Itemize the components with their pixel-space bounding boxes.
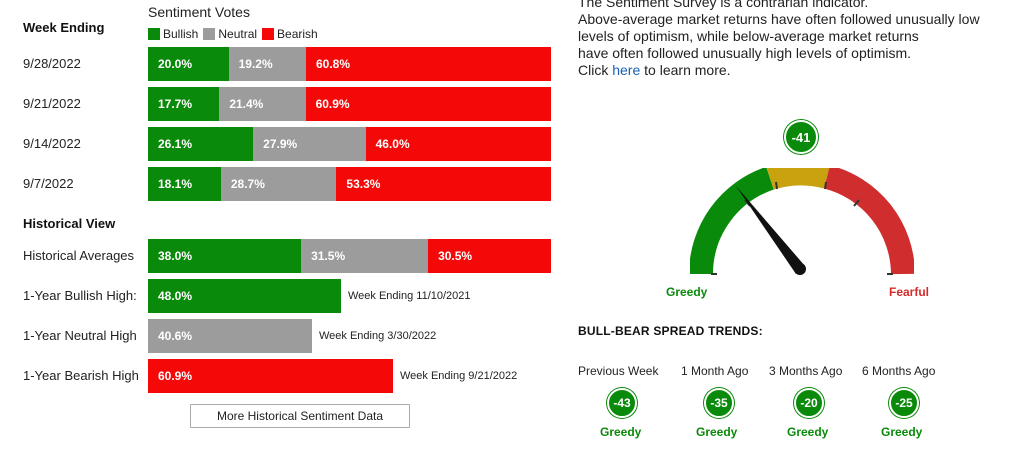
week-ending-header: Week Ending [23, 20, 105, 35]
weekly-bar-0: 20.0% 19.2% 60.8% [148, 47, 551, 81]
legend-bullish: Bullish [148, 27, 198, 41]
bearish-segment: 60.8% [305, 47, 551, 81]
trend-value-6-months: -25 [889, 388, 919, 418]
bearish-segment: 60.9% [305, 87, 551, 121]
more-historical-data-button[interactable]: More Historical Sentiment Data [190, 404, 410, 428]
trend-label-3-months: 3 Months Ago [769, 364, 843, 378]
trend-value-3-months: -20 [794, 388, 824, 418]
row-date-1: 9/21/2022 [23, 96, 81, 111]
legend-bullish-label: Bullish [163, 27, 199, 41]
historical-averages-label: Historical Averages [23, 248, 135, 263]
gauge-red-arc [823, 168, 914, 275]
gauge-tick [775, 181, 778, 190]
row-date-0: 9/28/2022 [23, 56, 81, 71]
click-line: Click here to learn more. [578, 62, 1018, 79]
historical-view-header: Historical View [23, 216, 116, 231]
bullish-high-bar: 48.0% [148, 279, 341, 313]
gauge-fearful-label: Fearful [889, 285, 930, 299]
sentiment-gauge [690, 168, 914, 275]
contrarian-description: The Sentiment Survey is a contrarian ind… [578, 0, 1018, 79]
legend-bearish-swatch [262, 28, 275, 40]
gauge-gold-arc [766, 168, 830, 190]
trend-label-1-month: 1 Month Ago [681, 364, 749, 378]
bullish-segment: 18.1% [148, 167, 221, 201]
trend-status-3-months: Greedy [787, 425, 829, 439]
legend-bearish: Bearish [262, 27, 318, 41]
bullish-segment: 26.1% [148, 127, 254, 161]
sentiment-votes-title: Sentiment Votes [148, 4, 250, 20]
trend-status-1-month: Greedy [696, 425, 738, 439]
gauge-greedy-label: Greedy [666, 285, 708, 299]
gauge-value-badge: -41 [784, 120, 818, 154]
gauge-tick [853, 199, 860, 207]
neutral-segment: 31.5% [301, 239, 429, 273]
weekly-bar-3: 18.1% 28.7% 53.3% [148, 167, 551, 201]
neutral-high-segment: 40.6% [148, 319, 312, 353]
legend-neutral-label: Neutral [218, 27, 258, 41]
legend-bullish-swatch [148, 28, 160, 40]
legend-neutral: Neutral [203, 27, 257, 41]
bearish-segment: 46.0% [365, 127, 551, 161]
weekly-bar-2: 26.1% 27.9% 46.0% [148, 127, 551, 161]
bearish-segment: 30.5% [428, 239, 551, 273]
bullish-segment: 17.7% [148, 87, 220, 121]
neutral-high-label: 1-Year Neutral High [23, 328, 137, 343]
desc-line: The Sentiment Survey is a contrarian ind… [578, 0, 869, 10]
learn-more-link[interactable]: here [612, 62, 641, 78]
bull-bear-trends-title: BULL-BEAR SPREAD TRENDS: [578, 324, 763, 338]
desc-line: have often followed unusually high level… [578, 45, 912, 61]
neutral-high-bar: 40.6% [148, 319, 312, 353]
weekly-bar-1: 17.7% 21.4% 60.9% [148, 87, 551, 121]
bullish-high-note: Week Ending 11/10/2021 [348, 290, 471, 302]
bullish-high-label: 1-Year Bullish High: [23, 288, 137, 303]
trend-label-6-months: 6 Months Ago [862, 364, 936, 378]
bearish-high-bar: 60.9% [148, 359, 393, 393]
neutral-segment: 28.7% [220, 167, 337, 201]
gauge-needle-hub [794, 263, 806, 275]
click-prefix: Click [578, 62, 613, 78]
neutral-segment: 21.4% [219, 87, 306, 121]
trend-value-1-month: -35 [704, 388, 734, 418]
desc-line: levels of optimism, while below-average … [578, 28, 919, 44]
desc-line: Above-average market returns have often … [578, 11, 980, 27]
bullish-segment: 20.0% [148, 47, 229, 81]
legend-bearish-label: Bearish [277, 27, 318, 41]
click-suffix: to learn more. [640, 62, 731, 78]
row-date-3: 9/7/2022 [23, 176, 74, 191]
trend-status-previous-week: Greedy [600, 425, 642, 439]
bearish-high-label: 1-Year Bearish High [23, 368, 139, 383]
gauge-green-arc [690, 168, 775, 275]
bullish-segment: 38.0% [148, 239, 302, 273]
neutral-segment: 19.2% [228, 47, 306, 81]
row-date-2: 9/14/2022 [23, 136, 81, 151]
legend: Bullish Neutral Bearish [148, 27, 323, 41]
gauge-needle [736, 186, 805, 274]
neutral-high-note: Week Ending 3/30/2022 [319, 330, 437, 342]
bearish-segment: 53.3% [336, 167, 551, 201]
bullish-high-segment: 48.0% [148, 279, 341, 313]
trend-value-previous-week: -43 [607, 388, 637, 418]
legend-neutral-swatch [203, 28, 216, 40]
trend-status-6-months: Greedy [881, 425, 923, 439]
neutral-segment: 27.9% [253, 127, 366, 161]
historical-averages-bar: 38.0% 31.5% 30.5% [148, 239, 551, 273]
bearish-high-segment: 60.9% [148, 359, 393, 393]
bearish-high-note: Week Ending 9/21/2022 [400, 370, 518, 382]
gauge-tick [824, 181, 827, 190]
trend-label-previous-week: Previous Week [578, 364, 659, 378]
